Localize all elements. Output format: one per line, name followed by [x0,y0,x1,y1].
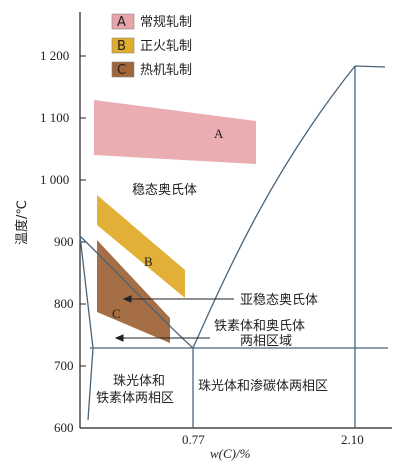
legend-letter-b: B [117,39,126,54]
x-axis-label: w(C)/% [210,446,251,461]
legend-letter-a: A [117,15,126,30]
region-label-c: C [112,306,121,321]
region-label-a: A [214,126,224,141]
region-c-thermo [97,240,170,343]
y-ticks [80,55,86,367]
legend-label-c: 热机轧制 [140,63,192,78]
legend-swatch-b [111,37,135,54]
label-pearlite-ferrite-1: 珠光体和 [113,374,165,389]
region-b-normalizing [97,195,185,298]
label-stable-austenite: 稳态奥氏体 [132,182,197,198]
region-a-conventional [94,100,256,164]
y-tick-600: 600 [54,420,74,435]
legend-swatch-c [111,61,135,78]
label-pearlite-ferrite-2: 铁素体两相区 [96,391,174,406]
arrows [114,295,234,342]
legend-swatch-a [111,13,135,30]
y-tick-1200: 1 200 [40,48,69,63]
x-tick-077: 0.77 [182,432,205,447]
label-pearlite-cementite: 珠光体和渗碳体两相区 [198,379,328,394]
y-tick-1000: 1 000 [40,172,69,187]
label-metastable-austenite: 亚稳态奥氏体 [240,292,318,308]
y-tick-700: 700 [54,358,74,373]
y-tick-900: 900 [54,234,74,249]
region-label-b: B [144,254,153,269]
label-ferrite-austenite-1: 铁素体和奥氏体 [214,319,305,334]
y-axis-label: 温度/℃ [14,200,30,245]
y-tick-800: 800 [54,296,74,311]
label-ferrite-austenite-2: 两相区域 [240,334,292,349]
legend-letter-c: C [117,63,126,78]
legend-label-b: 正火轧制 [140,39,192,54]
x-tick-210: 2.10 [341,432,364,447]
legend-label-a: 常规轧制 [140,15,192,30]
legend: A 常规轧制 B 正火轧制 C 热机轧制 [111,13,192,78]
phase-lines [79,65,388,428]
y-tick-1100: 1 100 [40,110,69,125]
